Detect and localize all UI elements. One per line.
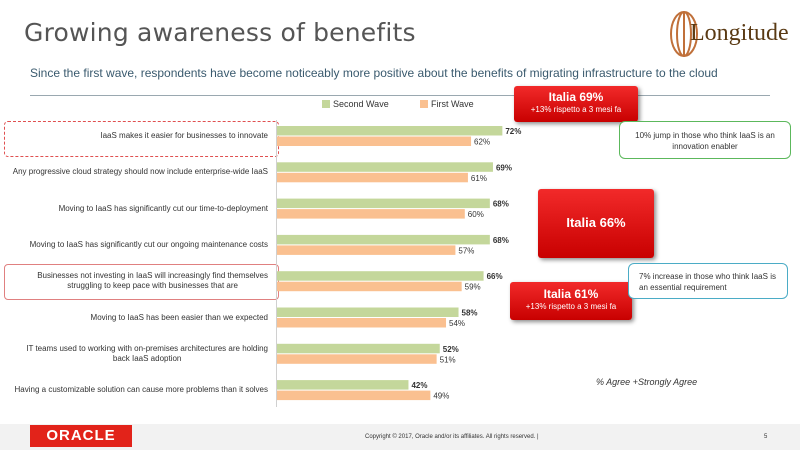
agree-note: % Agree +Strongly Agree [596,377,698,387]
category-label-line: struggling to keep pace with businesses … [67,281,238,291]
category-label-line: Businesses not investing in IaaS will in… [37,271,268,281]
data-label-second-wave-1: 69% [496,163,512,172]
category-label-7: Having a customizable solution can cause… [15,385,268,395]
data-label-first-wave-4: 59% [465,283,481,292]
page-number: 5 [764,434,768,440]
title-divider [30,95,770,96]
category-label-line: IaaS makes it easier for businesses to i… [100,131,268,140]
data-label-first-wave-1: 61% [471,174,487,183]
bar-second-wave-7 [277,380,409,390]
note-innovation-enabler: 10% jump in those who think IaaS is an i… [619,121,791,159]
chart-axis-line [276,120,277,407]
category-label-3: Moving to IaaS has significantly cut our… [30,240,268,250]
bar-first-wave-2 [277,209,465,219]
legend-label-second-wave: Second Wave [333,99,389,109]
bar-first-wave-0 [277,136,472,146]
bar-second-wave-6 [277,343,440,354]
data-label-second-wave-6: 52% [443,345,459,354]
category-label-line: IT teams used to working with on-premise… [26,343,268,353]
page-subtitle: Since the first wave, respondents have b… [30,66,718,80]
bar-second-wave-4 [277,271,484,281]
callout-italia-69-title: Italia 69% [548,90,604,104]
bar-first-wave-3 [277,245,456,255]
bar-first-wave-4 [277,281,462,292]
data-label-first-wave-5: 54% [449,319,465,328]
bar-second-wave-2 [277,198,490,209]
data-label-first-wave-7: 49% [433,392,449,401]
note-essential-requirement: 7% increase in those who think IaaS is a… [628,263,788,299]
category-label-line: Moving to IaaS has been easier than we e… [90,312,268,322]
data-label-second-wave-4: 66% [487,272,503,281]
data-label-second-wave-3: 68% [493,236,509,245]
bar-first-wave-6 [277,354,437,364]
callout-italia-61-sub: +13% rispetto a 3 mesi fa [525,302,617,311]
page-title: Growing awareness of benefits [24,18,416,47]
bar-first-wave-7 [277,390,431,401]
category-label-line: Moving to IaaS has significantly cut our… [58,203,268,213]
data-label-first-wave-3: 57% [458,246,474,255]
category-label-line: back IaaS adoption [112,353,182,363]
callout-italia-69-sub: +13% rispetto a 3 mesi fa [530,105,622,114]
category-label-1: Any progressive cloud strategy should no… [13,167,268,177]
legend-item-first-wave: First Wave [420,99,474,109]
callout-italia-61-title: Italia 61% [543,287,599,301]
category-label-6: IT teams used to working with on-premise… [26,344,268,364]
data-label-first-wave-0: 62% [474,138,490,147]
category-label-2: Moving to IaaS has significantly cut our… [59,204,268,214]
category-label-line: Moving to IaaS has significantly cut our… [29,239,268,249]
copyright-text: Copyright © 2017, Oracle and/or its affi… [365,434,539,440]
data-label-second-wave-0: 72% [505,127,521,136]
footer-bar [0,424,800,450]
category-label-line: Any progressive cloud strategy should no… [12,167,268,177]
category-label-0: IaaS makes it easier for businesses to i… [100,131,268,141]
oracle-logo: ORACLE [30,425,132,447]
bar-first-wave-5 [277,318,447,328]
legend-item-second-wave: Second Wave [322,99,389,109]
bar-first-wave-1 [277,172,468,183]
callout-italia-61: Italia 61% +13% rispetto a 3 mesi fa [510,282,632,320]
callout-italia-66: Italia 66% [538,189,654,258]
category-label-line: Having a customizable solution can cause… [14,385,268,395]
category-label-5: Moving to IaaS has been easier than we e… [91,313,268,323]
data-label-second-wave-5: 58% [462,309,478,318]
callout-italia-66-title: Italia 66% [566,215,626,230]
callout-italia-69: Italia 69% +13% rispetto a 3 mesi fa [514,86,638,122]
bar-second-wave-3 [277,234,490,245]
category-label-4: Businesses not investing in IaaS will in… [37,271,268,291]
bar-second-wave-1 [277,162,493,172]
legend-swatch-first-wave [420,100,428,108]
data-label-first-wave-6: 51% [440,355,456,364]
data-label-first-wave-2: 60% [468,210,484,219]
bar-second-wave-0 [277,126,503,136]
legend-swatch-second-wave [322,100,330,108]
longitude-logo-icon [670,11,698,57]
longitude-logo-text: Longitude [690,20,789,46]
bar-second-wave-5 [277,307,459,317]
data-label-second-wave-7: 42% [411,381,427,390]
legend-label-first-wave: First Wave [431,99,474,109]
data-label-second-wave-2: 68% [493,200,509,209]
